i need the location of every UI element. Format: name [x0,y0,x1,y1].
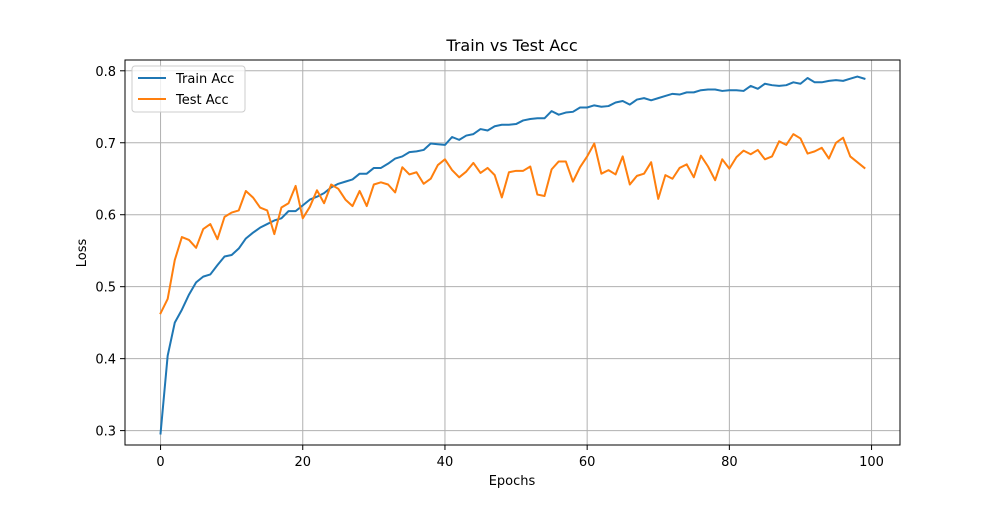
legend-label-train-acc: Train Acc [175,72,234,87]
series-line-train-acc [159,75,866,435]
y-axis-label: Loss [75,239,90,268]
x-tick-label: 60 [579,455,596,470]
y-tick-label: 0.3 [95,425,116,440]
series-line-test-acc [159,133,866,315]
grid [125,60,900,445]
y-tick-label: 0.5 [95,281,116,296]
x-tick-label: 20 [294,455,311,470]
chart-title: Train vs Test Acc [445,36,577,55]
plot-lines [159,75,866,435]
x-tick-label: 40 [437,455,454,470]
y-tick-label: 0.8 [95,65,116,80]
x-axis: 0 20 40 60 80 100 [156,445,884,470]
axes-frame [124,59,901,446]
x-tick-label: 0 [156,455,164,470]
y-tick-label: 0.6 [95,209,116,224]
x-tick-label: 100 [859,455,884,470]
x-tick-label: 80 [721,455,738,470]
y-axis: 0.3 0.4 0.5 0.6 0.7 0.8 [95,65,125,440]
y-tick-label: 0.7 [95,137,116,152]
y-tick-label: 0.4 [95,353,116,368]
x-axis-label: Epochs [489,474,536,489]
legend-label-test-acc: Test Acc [175,93,229,108]
legend: Train Acc Test Acc [131,65,246,113]
